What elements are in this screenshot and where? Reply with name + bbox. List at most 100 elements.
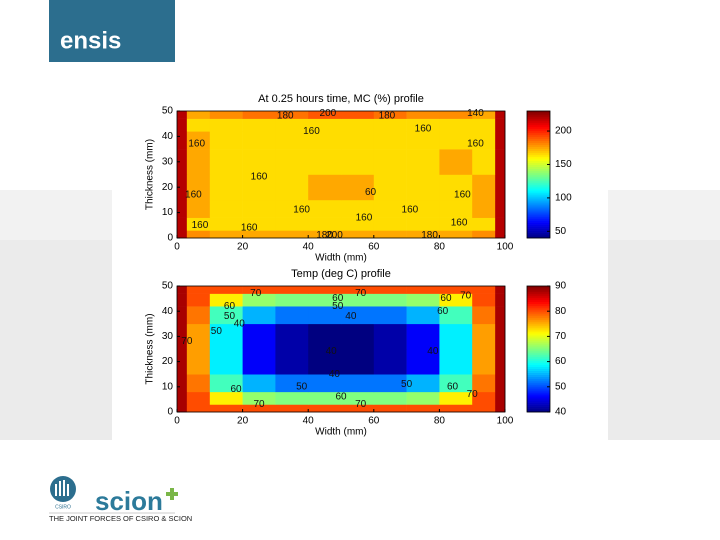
contour-cell — [275, 118, 309, 132]
contour-label: 40 — [427, 346, 439, 357]
colorbar-step — [527, 210, 550, 213]
colorbar-step — [527, 186, 550, 189]
colorbar-step — [527, 293, 550, 297]
chart-title: Temp (deg C) profile — [291, 268, 391, 280]
contour-cell — [209, 374, 243, 393]
colorbar-step — [527, 392, 550, 395]
contour-cell — [242, 217, 276, 231]
contour-cell — [186, 174, 211, 201]
contour-cell — [186, 217, 211, 231]
colorbar-step — [527, 309, 550, 312]
colorbar-step — [527, 120, 550, 124]
colorbar-step — [527, 406, 550, 409]
colorbar-step — [527, 376, 550, 379]
contour-cell — [406, 174, 440, 201]
contour-label: 160 — [188, 139, 205, 150]
contour-label: 50 — [211, 326, 223, 337]
contour-cell — [495, 217, 506, 231]
contour-cell — [406, 131, 440, 150]
contour-cell — [177, 286, 188, 294]
contour-cell — [406, 217, 440, 231]
contour-label: 160 — [303, 126, 320, 137]
contour-cell — [472, 131, 496, 150]
contour-label: 40 — [345, 311, 357, 322]
contour-cell — [406, 286, 440, 294]
contour-label: 180 — [316, 230, 333, 241]
contour-cell — [209, 391, 243, 405]
colorbar-step — [527, 156, 550, 159]
contour-cell — [406, 118, 440, 132]
plot-frame — [176, 285, 506, 413]
contour-label: 60 — [437, 306, 449, 317]
contour-cell — [472, 111, 496, 119]
colorbar-step — [527, 226, 550, 229]
contour-cell — [209, 349, 243, 375]
contour-cell — [242, 199, 276, 218]
contour-cell — [472, 306, 496, 325]
colorbar-step — [527, 206, 550, 209]
contour-cell — [373, 374, 407, 393]
colorbar-tick-label: 40 — [555, 407, 567, 418]
y-tick-label: 10 — [162, 207, 174, 218]
contour-cell — [439, 174, 473, 201]
colorbar-step — [527, 130, 550, 134]
contour-cell — [341, 131, 375, 150]
csiro-text: CSIRO — [55, 504, 71, 510]
contour-cell — [177, 149, 188, 175]
colorbar-step — [527, 339, 550, 342]
colorbar-step — [527, 313, 550, 316]
contour-cell — [308, 111, 342, 119]
y-tick-label: 30 — [162, 156, 174, 167]
colorbar-step — [527, 350, 550, 354]
y-axis-label: Thickness (mm) — [145, 313, 156, 384]
contour-cell — [341, 174, 375, 201]
colorbar-step — [527, 222, 550, 225]
contour-cell — [439, 199, 473, 218]
contour-cell — [209, 286, 243, 294]
colorbar-step — [527, 228, 550, 231]
contour-cell — [242, 118, 276, 132]
contour-cell — [495, 306, 506, 325]
contour-cell — [275, 374, 309, 393]
colorbar-step — [527, 178, 550, 181]
colorbar-step — [527, 188, 550, 191]
contour-cell — [406, 391, 440, 405]
contour-cell — [472, 217, 496, 231]
contour-cell — [495, 230, 506, 239]
contour-cell — [341, 404, 375, 413]
contour-label: 40 — [326, 346, 338, 357]
contour-label: 160 — [356, 212, 373, 223]
contour-label: 200 — [320, 108, 337, 119]
colorbar-step — [527, 307, 550, 310]
colorbar-step — [527, 337, 550, 340]
contour-label: 50 — [332, 301, 344, 312]
contour-cell — [472, 404, 496, 413]
colorbar-step — [527, 291, 550, 295]
contour-cell — [495, 349, 506, 375]
contour-label: 160 — [451, 217, 468, 228]
colorbar-step — [527, 164, 550, 167]
colorbar-step — [527, 152, 550, 155]
contour-cell — [209, 323, 243, 350]
contour-cell — [341, 149, 375, 175]
contour-cell — [439, 149, 473, 175]
x-tick-label: 0 — [174, 242, 180, 253]
colorbar-step — [527, 134, 550, 138]
y-tick-label: 50 — [162, 281, 174, 292]
contour-label: 160 — [241, 222, 258, 233]
contour-cell — [406, 149, 440, 175]
y-tick-label: 10 — [162, 381, 174, 392]
contour-cell — [275, 306, 309, 325]
contour-label: 70 — [460, 291, 472, 302]
colorbar-step — [527, 335, 550, 338]
contour-cell — [341, 111, 375, 119]
x-tick-label: 60 — [368, 242, 380, 253]
contour-cell — [341, 323, 375, 350]
contour-label: 70 — [181, 336, 193, 347]
contour-cell — [406, 349, 440, 375]
chart-title: At 0.25 hours time, MC (%) profile — [258, 93, 424, 105]
contour-cell — [177, 118, 188, 132]
colorbar-step — [527, 180, 550, 183]
contour-cell — [472, 199, 496, 218]
